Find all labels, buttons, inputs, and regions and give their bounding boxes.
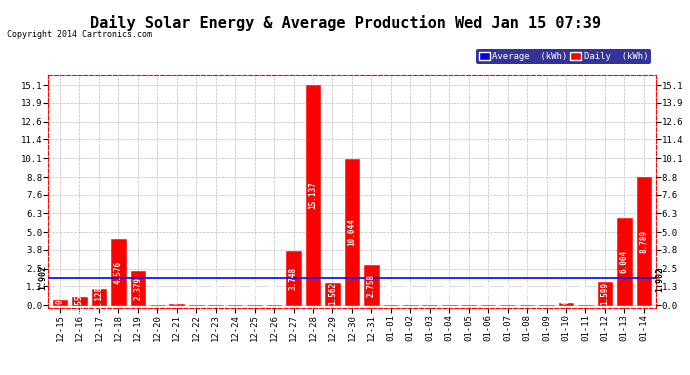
Text: 0.003: 0.003	[542, 281, 551, 304]
Text: 0.000: 0.000	[192, 281, 201, 304]
Text: 8.789: 8.789	[640, 230, 649, 253]
Text: 0.000: 0.000	[425, 281, 434, 304]
Bar	[325, 282, 339, 305]
Bar	[130, 271, 145, 305]
Text: 0.150: 0.150	[562, 281, 571, 304]
Text: 0.000: 0.000	[152, 281, 161, 304]
Text: 0.077: 0.077	[172, 281, 181, 304]
Text: 15.137: 15.137	[308, 181, 317, 209]
Text: 0.000: 0.000	[270, 281, 279, 304]
Bar	[344, 159, 359, 305]
Text: 0.557: 0.557	[75, 290, 84, 313]
Text: 2.379: 2.379	[133, 276, 142, 300]
Text: 1.562: 1.562	[328, 282, 337, 306]
Text: 0.000: 0.000	[522, 281, 531, 304]
Text: 1.599: 1.599	[600, 282, 609, 305]
Text: Copyright 2014 Cartronics.com: Copyright 2014 Cartronics.com	[7, 30, 152, 39]
Bar	[598, 282, 612, 305]
Text: 0.000: 0.000	[386, 281, 395, 304]
Text: 0.000: 0.000	[503, 281, 512, 304]
Bar	[52, 300, 68, 305]
Bar	[286, 251, 301, 305]
Text: 4.576: 4.576	[114, 260, 123, 284]
Text: 1.902: 1.902	[39, 265, 48, 290]
Text: Daily Solar Energy & Average Production Wed Jan 15 07:39: Daily Solar Energy & Average Production …	[90, 15, 600, 31]
Text: 10.044: 10.044	[347, 218, 357, 246]
Bar	[72, 297, 87, 305]
Text: 1.128: 1.128	[95, 285, 103, 309]
Text: 0.009: 0.009	[581, 281, 590, 304]
Text: 0.000: 0.000	[406, 281, 415, 304]
Text: 3.748: 3.748	[289, 266, 298, 290]
Bar	[364, 265, 379, 305]
Text: 0.000: 0.000	[445, 281, 454, 304]
Bar	[92, 289, 106, 305]
Text: 0.000: 0.000	[464, 281, 473, 304]
Text: 0.000: 0.000	[484, 281, 493, 304]
Text: 0.000: 0.000	[250, 281, 259, 304]
Bar	[170, 304, 184, 305]
Text: 2.758: 2.758	[367, 274, 376, 297]
Text: 1.902: 1.902	[656, 267, 664, 292]
Bar	[617, 218, 631, 305]
Text: 0.000: 0.000	[211, 281, 220, 304]
Text: 0.375: 0.375	[55, 281, 64, 304]
Text: 6.004: 6.004	[620, 250, 629, 273]
Text: 0.000: 0.000	[230, 281, 239, 304]
Legend: Average  (kWh), Daily  (kWh): Average (kWh), Daily (kWh)	[476, 49, 651, 64]
Bar	[559, 303, 573, 305]
Bar	[637, 177, 651, 305]
Bar	[111, 238, 126, 305]
Bar	[306, 85, 320, 305]
